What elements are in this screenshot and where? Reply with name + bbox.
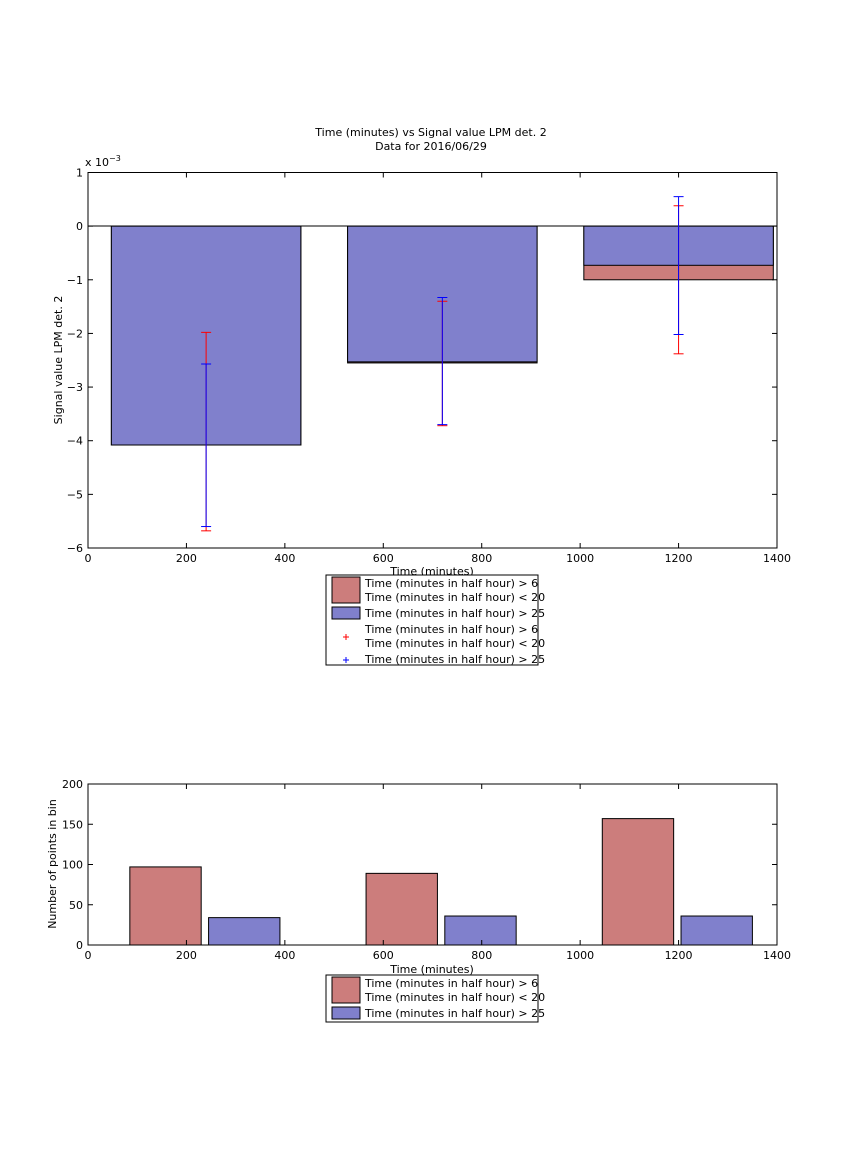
- bar-blue: [680, 915, 753, 946]
- y-tick-label: 50: [69, 899, 83, 912]
- legend-label: Time (minutes in half hour) < 20: [364, 637, 545, 650]
- x-tick-label: 400: [274, 949, 295, 962]
- legend-box: [325, 974, 539, 1023]
- x-tick-label: 200: [176, 949, 197, 962]
- x-tick-label: 0: [85, 949, 92, 962]
- bar-red: [129, 866, 202, 946]
- chart-subtitle: Data for 2016/06/29: [375, 140, 487, 153]
- legend-label: Time (minutes in half hour) < 20: [364, 591, 545, 604]
- x-tick-label: 1200: [665, 552, 693, 565]
- count-chart: 0 200 400 600 800 1000 1200 1400 200 150 100 50 0 Ti…: [46, 778, 791, 1023]
- signal-chart: Time (minutes) vs Signal value LPM det. …: [52, 126, 791, 666]
- bar-group: [129, 818, 753, 946]
- y-tick-label: −1: [67, 274, 83, 287]
- legend-label: Time (minutes in half hour) > 25: [364, 653, 545, 666]
- chart-title: Time (minutes) vs Signal value LPM det. …: [314, 126, 546, 139]
- tick-group: 0 200 400 600 800 1000 1200 1400 200 150 100 50 0: [62, 778, 791, 962]
- y-tick-label: 0: [76, 939, 83, 952]
- legend-label: Time (minutes in half hour) > 25: [364, 607, 545, 620]
- y-tick-label: −3: [67, 381, 83, 394]
- x-tick-label: 600: [373, 552, 394, 565]
- bar-red: [365, 872, 438, 946]
- plot-frame: [87, 172, 778, 549]
- legend-label: Time (minutes in half hour) < 20: [364, 991, 545, 1004]
- x-tick-label: 0: [85, 552, 92, 565]
- legend-box: [325, 574, 539, 666]
- x-tick-label: 1400: [763, 949, 791, 962]
- y-exponent-label: x 10−3: [85, 154, 121, 169]
- errorbar-group: [201, 196, 684, 532]
- bar-red: [601, 818, 675, 946]
- x-tick-label: 600: [373, 949, 394, 962]
- x-tick-label: 200: [176, 552, 197, 565]
- y-tick-label: −4: [67, 435, 83, 448]
- x-tick-label: 1000: [566, 552, 594, 565]
- x-tick-label: 400: [274, 552, 295, 565]
- legend-label: Time (minutes in half hour) > 6: [364, 623, 538, 636]
- y-tick-label: −2: [67, 327, 83, 340]
- x-axis-label: Time (minutes): [389, 963, 474, 976]
- legend-swatch: [331, 1006, 361, 1020]
- y-tick-label: 100: [62, 859, 83, 872]
- y-tick-label: −6: [67, 542, 83, 555]
- x-tick-label: 800: [471, 949, 492, 962]
- x-tick-label: 1200: [665, 949, 693, 962]
- bar-blue: [444, 915, 517, 946]
- tick-group: 0 200 400 600 800 1000 1200 1400 1 0 −1 −2 −3 −4 −5 −6: [67, 167, 791, 566]
- legend-swatch: [331, 976, 361, 1004]
- y-tick-label: 0: [76, 220, 83, 233]
- y-axis-label: Signal value LPM det. 2: [52, 296, 65, 425]
- x-tick-label: 1000: [566, 949, 594, 962]
- y-tick-label: 200: [62, 778, 83, 791]
- legend-label: Time (minutes in half hour) > 25: [364, 1007, 545, 1020]
- legend-swatch: [331, 576, 361, 604]
- y-tick-label: −5: [67, 488, 83, 501]
- legend-swatch: [331, 606, 361, 620]
- legend-label: Time (minutes in half hour) > 6: [364, 577, 538, 590]
- bar-blue: [208, 917, 281, 946]
- y-axis-label: Number of points in bin: [46, 799, 59, 929]
- x-tick-label: 800: [471, 552, 492, 565]
- y-tick-label: 1: [76, 167, 83, 180]
- legend-label: Time (minutes in half hour) > 6: [364, 977, 538, 990]
- y-tick-label: 150: [62, 818, 83, 831]
- x-tick-label: 1400: [763, 552, 791, 565]
